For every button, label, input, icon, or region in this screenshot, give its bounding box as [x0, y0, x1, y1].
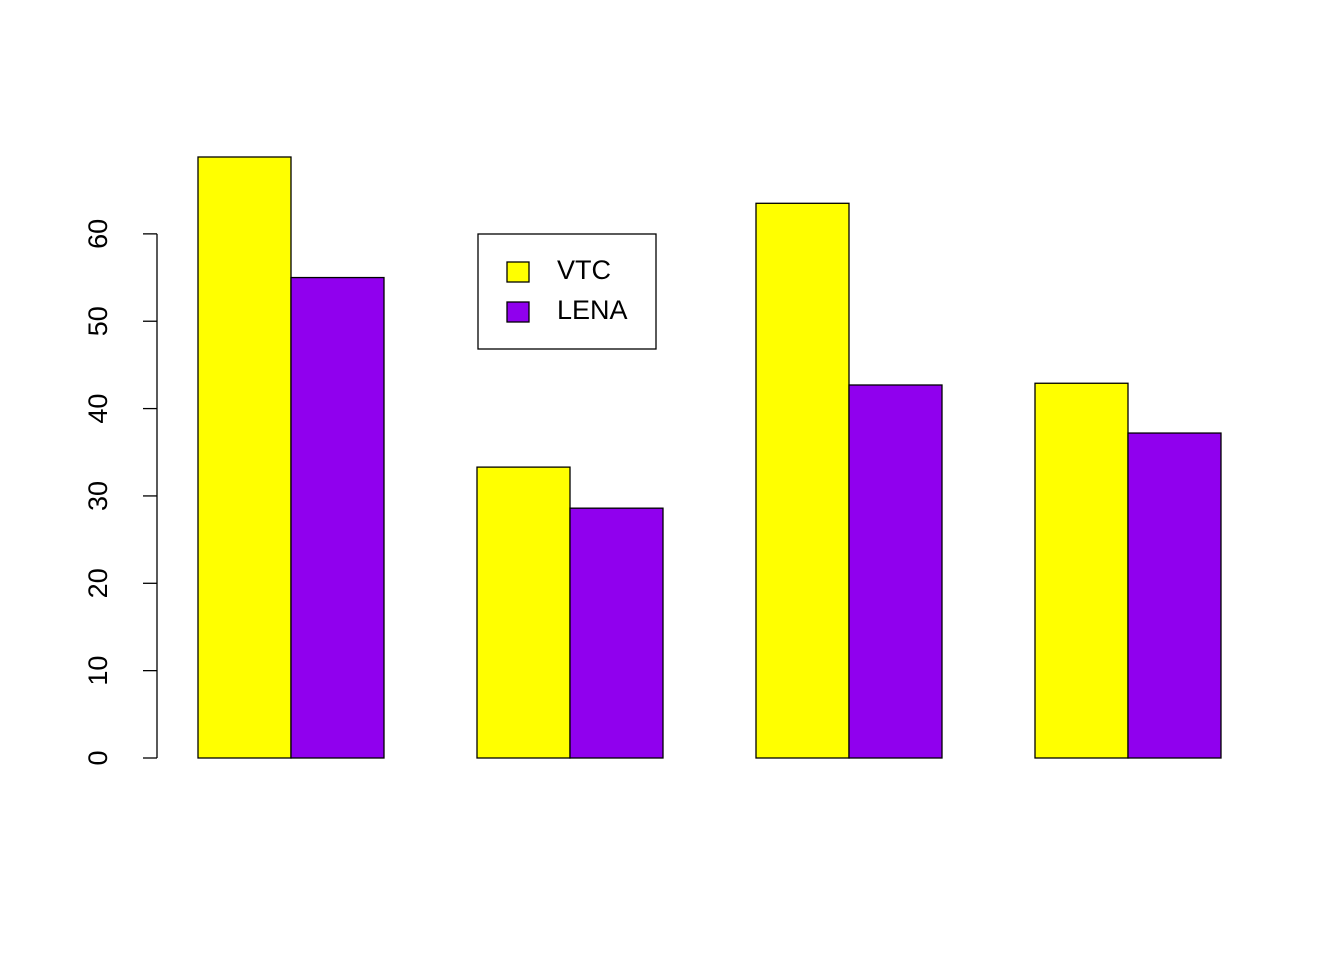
bar [755, 202, 850, 759]
legend-swatch [506, 301, 530, 323]
bar [848, 384, 943, 759]
legend-label: LENA [557, 295, 628, 325]
bar [569, 507, 664, 759]
y-tick-label: 10 [83, 656, 113, 686]
y-tick-label: 20 [83, 568, 113, 598]
bar [1127, 432, 1222, 759]
bar [197, 156, 292, 759]
bar [476, 466, 571, 759]
legend-label: VTC [557, 255, 611, 285]
legend-swatch [506, 261, 530, 283]
y-tick-label: 40 [83, 394, 113, 424]
legend-box [477, 233, 657, 350]
y-tick-label: 30 [83, 481, 113, 511]
y-tick-label: 60 [83, 219, 113, 249]
bar [290, 276, 385, 759]
y-tick-label: 50 [83, 306, 113, 336]
y-tick-label: 0 [83, 750, 113, 765]
bar [1034, 382, 1129, 759]
